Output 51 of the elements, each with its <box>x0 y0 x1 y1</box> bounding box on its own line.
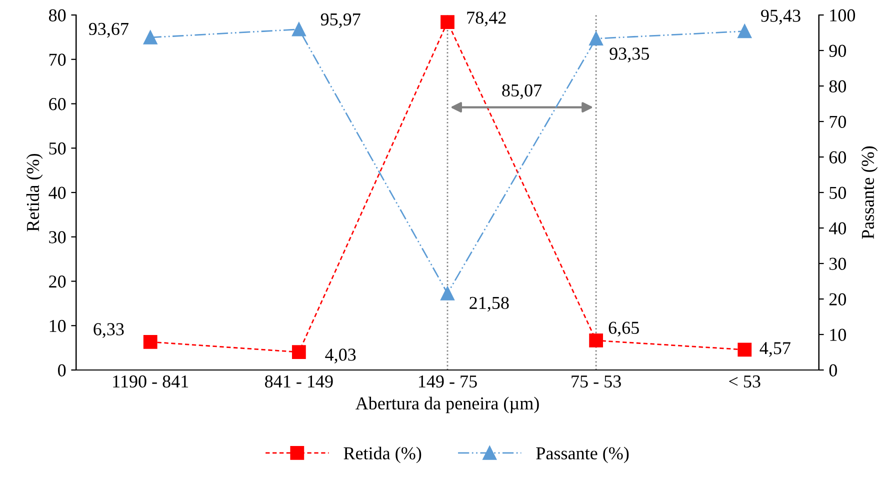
point <box>143 334 158 349</box>
point <box>738 24 752 38</box>
point <box>738 342 752 357</box>
x-tick-label: < 53 <box>729 375 760 388</box>
y2-tick-label: 0 <box>829 364 837 376</box>
y2-tick-label: 10 <box>830 328 846 341</box>
legend-label: Passante (%) <box>536 446 629 464</box>
y2-tick-label: 60 <box>829 151 846 164</box>
y-tick-label: 0 <box>58 364 66 376</box>
x-tick-label: 149 - 75 <box>419 375 477 388</box>
data-label: 95,97 <box>320 13 360 28</box>
data-label: 93,67 <box>88 22 128 38</box>
y2-tick-label: 80 <box>829 80 846 92</box>
y-axis-title: Retida (%) <box>26 154 43 232</box>
y2-tick-label: 100 <box>830 9 856 22</box>
y2-tick-label: 30 <box>830 258 846 270</box>
y-tick-label: 60 <box>49 98 66 110</box>
x-tick-label: 1190 - 841 <box>113 375 188 388</box>
point <box>589 334 604 348</box>
point <box>440 15 454 29</box>
data-label: 93,35 <box>610 48 650 62</box>
y-tick-label: 80 <box>48 9 66 22</box>
y2-tick-label: 50 <box>830 186 846 199</box>
data-label: 6,33 <box>94 323 124 338</box>
data-label: 4,57 <box>760 342 790 357</box>
y2-tick-label: 20 <box>829 293 846 306</box>
y2-axis-title: Passante (%) <box>861 146 878 239</box>
point <box>143 30 158 44</box>
y-tick-label: 10 <box>50 320 66 332</box>
y2-tick-label: 40 <box>829 222 846 234</box>
x-tick-label: 75 - 53 <box>572 375 621 388</box>
data-label: 6,65 <box>608 322 639 336</box>
point <box>440 286 454 300</box>
annotation: 85,07 <box>502 84 542 100</box>
point <box>589 32 604 46</box>
y-tick-label: 20 <box>49 276 66 288</box>
y-tick-label: 40 <box>48 186 66 199</box>
x-axis-title: Abertura da peneira (µm) <box>356 396 539 414</box>
data-label: 78,42 <box>467 12 506 26</box>
data-label: 21,58 <box>470 296 509 312</box>
point <box>292 22 306 36</box>
y-tick-label: 30 <box>49 231 66 244</box>
y-tick-label: 70 <box>49 54 66 66</box>
y2-tick-label: 70 <box>830 116 846 128</box>
y2-tick-label: 90 <box>829 44 846 57</box>
data-label: 4,03 <box>325 348 356 364</box>
x-tick-label: 841 - 149 <box>265 375 333 388</box>
y-tick-label: 50 <box>49 142 66 155</box>
point <box>292 345 306 360</box>
legend-label: Retida (%) <box>344 446 422 464</box>
data-label: 95,43 <box>761 10 800 24</box>
